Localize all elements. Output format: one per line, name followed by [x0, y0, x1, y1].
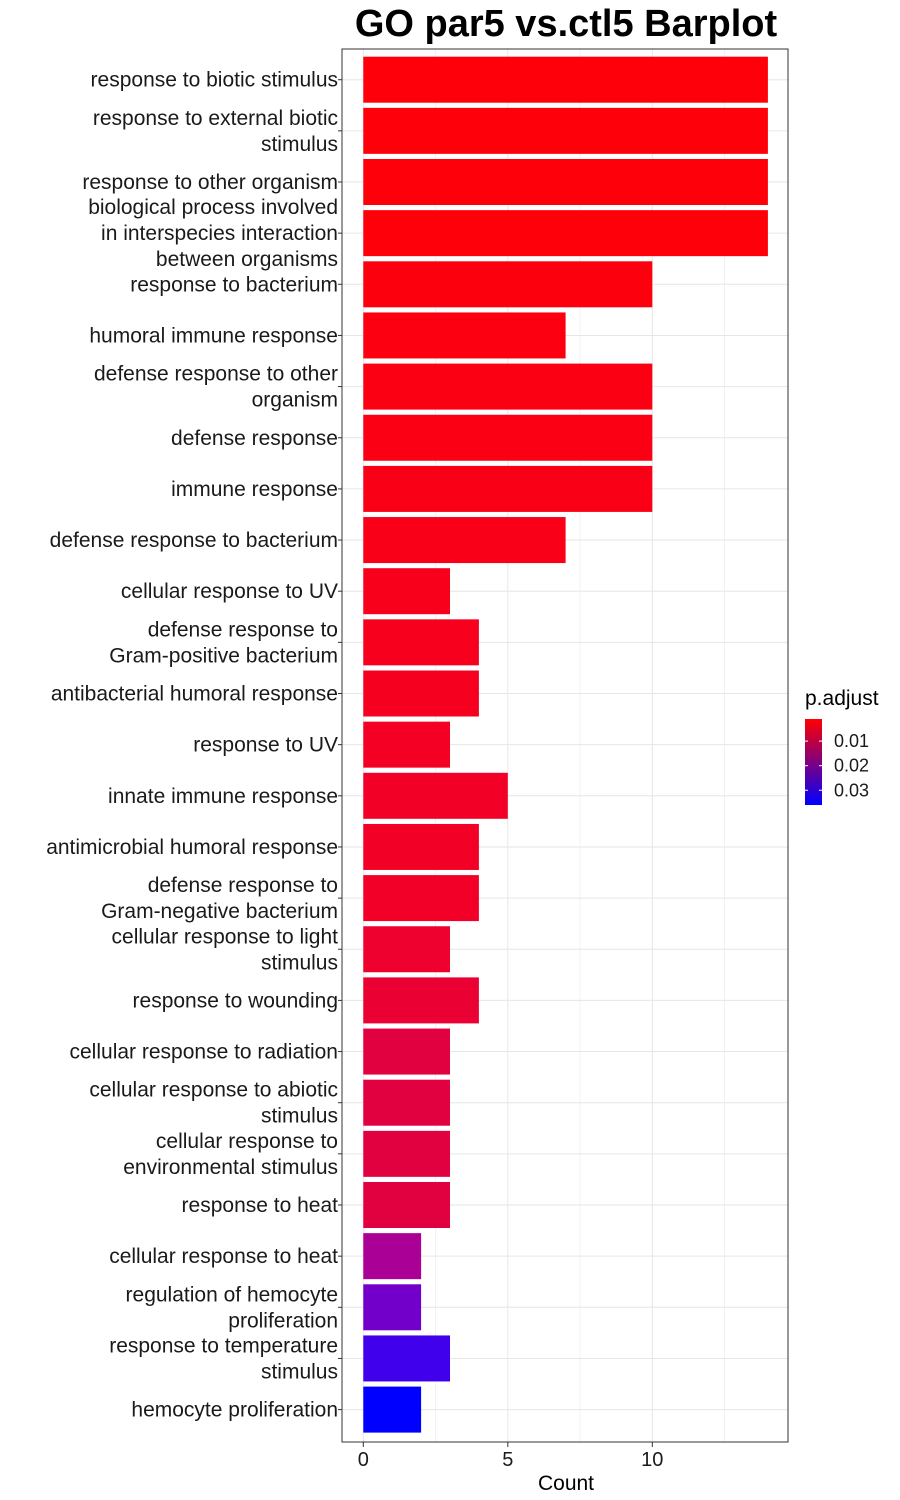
y-axis-label: stimulus [261, 1105, 338, 1128]
legend-colorbar [805, 719, 822, 805]
y-axis-label: response to bacterium [130, 273, 338, 296]
y-axis-label: proliferation [228, 1309, 338, 1332]
y-axis-label: stimulus [261, 1360, 338, 1383]
bar [363, 312, 566, 359]
bar [363, 1130, 450, 1177]
y-axis-label: response to biotic stimulus [91, 69, 338, 92]
bar [363, 56, 768, 103]
bar [363, 1028, 450, 1075]
y-axis-label: cellular response to light [112, 925, 339, 948]
y-axis-label: stimulus [261, 133, 338, 156]
y-axis-label: in interspecies interaction [101, 222, 338, 245]
chart-title: GO par5 vs.ctl5 Barplot [355, 3, 778, 45]
bar [363, 619, 479, 666]
bar [363, 721, 450, 768]
y-axis-label: response to heat [182, 1194, 339, 1217]
bar [363, 159, 768, 205]
bar [363, 261, 653, 308]
y-axis-label: regulation of hemocyte [126, 1283, 338, 1306]
y-axis-label: between organisms [156, 248, 338, 271]
bar [363, 363, 653, 410]
y-axis-label: cellular response to [156, 1130, 338, 1153]
bar [363, 210, 768, 257]
y-axis-label: response to UV [193, 734, 338, 757]
legend-tick-label: 0.01 [834, 731, 869, 751]
y-axis-label: cellular response to UV [121, 580, 338, 603]
plot-panel-border [341, 48, 789, 1443]
bar [363, 926, 450, 973]
y-axis-label: hemocyte proliferation [131, 1399, 338, 1422]
legend-tick-label: 0.02 [834, 756, 869, 776]
bar [363, 1386, 422, 1433]
bar [363, 1284, 422, 1331]
y-axis-label: immune response [171, 478, 338, 501]
y-axis-label: Gram-negative bacterium [101, 900, 338, 923]
y-axis-label: organism [252, 389, 338, 412]
bar [363, 875, 479, 922]
bar [363, 517, 566, 564]
bar [363, 670, 479, 717]
legend: p.adjust 0.01 0.02 0.03 [805, 687, 879, 805]
bar [363, 414, 653, 461]
bar [363, 568, 450, 615]
y-axis-label: defense response [171, 427, 338, 450]
x-axis-tick-label: 5 [502, 1449, 513, 1471]
bar [363, 1233, 422, 1280]
bars [363, 56, 768, 1433]
x-axis-tick-label: 0 [358, 1449, 369, 1471]
y-axis-label: humoral immune response [89, 324, 338, 347]
x-axis-tick-label: 10 [641, 1449, 663, 1471]
bar [363, 1079, 450, 1126]
y-axis-label: Gram-positive bacterium [109, 644, 338, 667]
y-axis-labels: response to biotic stimulus response to e… [46, 69, 342, 1422]
y-axis-label: defense response to other [94, 363, 338, 386]
bar [363, 107, 768, 154]
y-axis-label: response to temperature [109, 1334, 338, 1357]
legend-tick-label: 0.03 [834, 780, 869, 800]
x-axis-ticks: 0 5 10 [358, 1442, 663, 1471]
y-axis-label: biological process involved [88, 196, 338, 219]
y-axis-label: stimulus [261, 951, 338, 974]
legend-ticks: 0.01 0.02 0.03 [805, 731, 869, 800]
y-axis-label: response to external biotic [93, 107, 338, 130]
y-axis-label: defense response to [148, 874, 338, 897]
y-axis-label: cellular response to abiotic [89, 1079, 338, 1102]
y-axis-label: environmental stimulus [123, 1156, 338, 1179]
bar [363, 465, 653, 512]
bar [363, 1335, 450, 1382]
bar [363, 823, 479, 870]
x-axis-title: Count [538, 1472, 594, 1495]
legend-title: p.adjust [805, 687, 879, 710]
bar [363, 772, 508, 819]
y-axis-label: antibacterial humoral response [51, 683, 338, 706]
y-axis-label: defense response to [148, 618, 338, 641]
bar [363, 977, 479, 1024]
y-axis-label: innate immune response [108, 785, 338, 808]
y-axis-label: cellular response to radiation [70, 1041, 339, 1064]
y-axis-label: antimicrobial humoral response [46, 836, 338, 859]
y-axis-label: response to wounding [133, 989, 338, 1012]
y-axis-label: cellular response to heat [109, 1245, 338, 1268]
y-axis-label: defense response to bacterium [50, 529, 338, 552]
bar [363, 1182, 450, 1228]
y-axis-label: response to other organism [82, 171, 338, 194]
